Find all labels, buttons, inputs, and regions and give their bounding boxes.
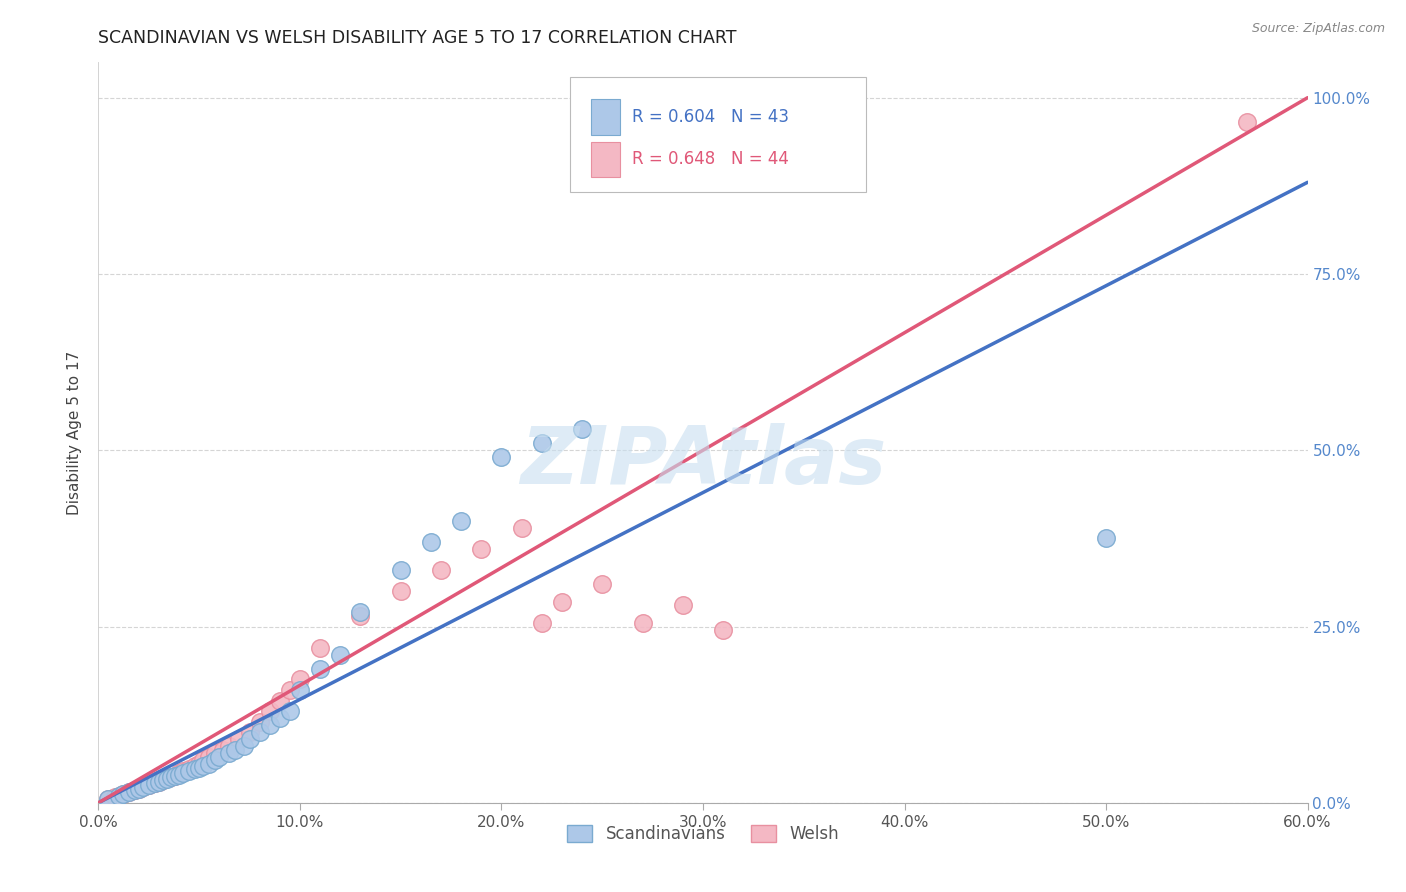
Point — [711, 623, 734, 637]
Point — [420, 535, 443, 549]
Point — [204, 747, 226, 761]
Point — [163, 769, 186, 783]
Bar — [591, 99, 620, 135]
Point — [188, 760, 211, 774]
Point — [167, 767, 190, 781]
Point — [212, 743, 235, 757]
Point — [228, 732, 250, 747]
Point — [269, 711, 291, 725]
Point — [571, 422, 593, 436]
Point — [672, 599, 695, 613]
Point — [530, 436, 553, 450]
Point — [232, 739, 254, 754]
Point — [349, 606, 371, 620]
Point — [259, 718, 281, 732]
Point — [198, 750, 221, 764]
Point — [278, 683, 301, 698]
Point — [389, 563, 412, 577]
Point — [111, 788, 134, 802]
Point — [172, 764, 194, 778]
Text: SCANDINAVIAN VS WELSH DISABILITY AGE 5 TO 17 CORRELATION CHART: SCANDINAVIAN VS WELSH DISABILITY AGE 5 T… — [98, 29, 737, 47]
Point — [138, 778, 160, 792]
Point — [193, 759, 215, 773]
Point — [148, 774, 170, 789]
Point — [692, 115, 714, 129]
Point — [1095, 532, 1118, 546]
Point — [132, 780, 155, 795]
Point — [259, 704, 281, 718]
Point — [218, 739, 240, 754]
Point — [491, 450, 513, 465]
Point — [97, 792, 120, 806]
Point — [148, 774, 170, 789]
Point — [111, 788, 134, 802]
Point — [288, 683, 311, 698]
Point — [450, 514, 472, 528]
Point — [249, 725, 271, 739]
Point — [152, 773, 174, 788]
Point — [124, 783, 146, 797]
Point — [172, 766, 194, 780]
Point — [107, 789, 129, 803]
Point — [118, 785, 141, 799]
Point — [184, 762, 207, 776]
Legend: Scandinavians, Welsh: Scandinavians, Welsh — [561, 819, 845, 850]
FancyBboxPatch shape — [569, 78, 866, 192]
Point — [208, 750, 231, 764]
Text: R = 0.604   N = 43: R = 0.604 N = 43 — [631, 108, 789, 127]
Point — [551, 595, 574, 609]
Point — [204, 754, 226, 768]
Point — [132, 780, 155, 795]
Point — [160, 771, 183, 785]
Point — [470, 541, 492, 556]
Point — [188, 757, 211, 772]
Text: R = 0.648   N = 44: R = 0.648 N = 44 — [631, 151, 789, 169]
Point — [591, 577, 613, 591]
Point — [179, 762, 201, 776]
Point — [128, 781, 150, 796]
Point — [249, 714, 271, 729]
Point — [97, 792, 120, 806]
Point — [329, 648, 352, 662]
Point — [167, 766, 190, 780]
Point — [218, 747, 240, 761]
Point — [530, 615, 553, 630]
Point — [103, 790, 125, 805]
Point — [269, 693, 291, 707]
Point — [309, 640, 332, 655]
Point — [128, 781, 150, 796]
Point — [309, 662, 332, 676]
Point — [631, 615, 654, 630]
Y-axis label: Disability Age 5 to 17: Disability Age 5 to 17 — [67, 351, 83, 515]
Point — [157, 771, 180, 785]
Point — [239, 732, 262, 747]
Bar — [591, 142, 620, 178]
Point — [1236, 115, 1258, 129]
Point — [179, 764, 201, 778]
Text: ZIPAtlas: ZIPAtlas — [520, 423, 886, 501]
Text: Source: ZipAtlas.com: Source: ZipAtlas.com — [1251, 22, 1385, 36]
Point — [198, 757, 221, 772]
Point — [124, 783, 146, 797]
Point — [143, 776, 166, 790]
Point — [349, 609, 371, 624]
Point — [278, 704, 301, 718]
Point — [239, 725, 262, 739]
Point — [193, 754, 215, 768]
Point — [118, 785, 141, 799]
Point — [288, 673, 311, 687]
Point — [510, 521, 533, 535]
Point — [389, 584, 412, 599]
Point — [430, 563, 453, 577]
Point — [107, 789, 129, 803]
Point — [163, 769, 186, 783]
Point — [224, 743, 246, 757]
Point — [156, 772, 179, 786]
Point — [184, 759, 207, 773]
Point — [143, 776, 166, 790]
Point — [138, 778, 160, 792]
Point — [152, 773, 174, 788]
